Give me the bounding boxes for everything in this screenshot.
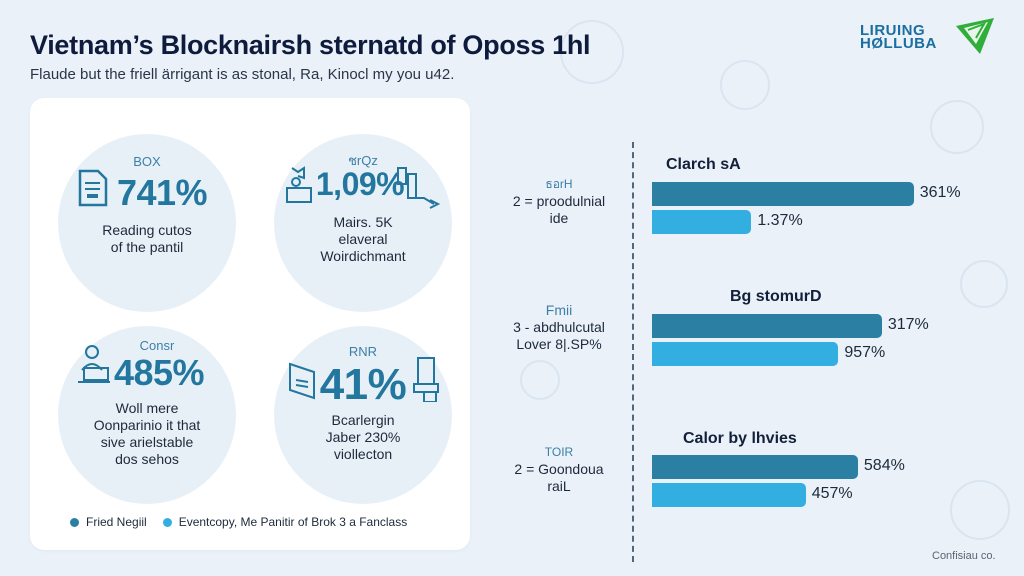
stat-description: Mairs. 5K elaveral Woirdichmant [274, 214, 452, 265]
row-label-line: 3 - abdhulcutal [513, 319, 605, 335]
bar-secondary [652, 210, 752, 234]
bar-value-label: 1.37% [757, 212, 803, 229]
row-tag: TOIR [544, 445, 574, 459]
stat-description-line: Reading cutos [102, 222, 192, 238]
arrow-chart-icon [397, 167, 441, 209]
logo-line-2: HØLLUBA [860, 35, 937, 52]
tray-chart-icon [286, 166, 312, 203]
bar-value-label: 457% [811, 485, 853, 502]
row-label: TOIR 2 = Goondoua raiL [488, 444, 630, 495]
stat-value: 41% [319, 360, 407, 409]
bar-primary [652, 455, 858, 479]
background-decoration [950, 480, 1010, 540]
row-label-line: 2 = Goondoua [514, 461, 604, 477]
stat-tag: BOX [133, 154, 161, 169]
document-icon [78, 169, 108, 207]
stat-description-line: Woll mere [115, 400, 179, 416]
legend-label: Eventcopy, Me Panitir of Brok 3 a Fancla… [178, 515, 408, 529]
bar-primary [652, 314, 882, 338]
stat-description-line: dos sehos [115, 451, 179, 467]
bar-value-label: 584% [863, 457, 905, 474]
footer-credit: Confisiau co. [932, 550, 996, 562]
stat-description: Reading cutos of the pantil [58, 222, 236, 256]
stat-tag: ชrQz [348, 153, 378, 168]
background-decoration [520, 360, 560, 400]
stat-description-line: Mairs. 5K [333, 214, 393, 230]
stat-card: RNR 41% Bcarlergin Jaber 230% viollecton [274, 326, 452, 504]
stat-description-line: elaveral [338, 231, 388, 247]
stat-value: 485% [113, 352, 205, 393]
bar-secondary [652, 342, 839, 366]
row-tag: Fmii [545, 302, 573, 318]
stat-description-line: Bcarlergin [331, 412, 395, 428]
row-tag: ธอrH [545, 177, 573, 191]
legend-swatch-primary [70, 517, 79, 527]
stat-description: Woll mere Oonparinio it that sive ariels… [58, 400, 236, 468]
row-label-line: raiL [547, 478, 571, 494]
row-label-line: ide [549, 210, 569, 226]
bar-value-label: 361% [919, 184, 961, 201]
logo-line-1: LIRUING [860, 22, 926, 39]
stat-description: Bcarlergin Jaber 230% viollecton [274, 412, 452, 463]
group-title: Calor by lhvies [683, 430, 797, 447]
stat-description-line: Jaber 230% [325, 429, 401, 445]
group-title: Bg stomurD [730, 288, 822, 305]
background-decoration [560, 20, 624, 84]
row-label: Fmii 3 - abdhulcutal Lover 8|.SP% [488, 302, 630, 353]
chart-divider [632, 142, 634, 562]
page-subtitle: Flaude but the friell ärrigant is as sto… [30, 66, 455, 83]
stat-tag: Consr [139, 338, 175, 353]
logo-text: LIRUING HØLLUBA [860, 22, 937, 52]
bar-value-label: 317% [887, 316, 929, 333]
bar-secondary [652, 483, 806, 507]
bar-value-label: 957% [844, 344, 886, 361]
stat-description-line: viollecton [333, 446, 393, 462]
stat-value: 1,09% [315, 166, 405, 202]
device-icon [413, 357, 439, 402]
stat-description-line: of the pantil [110, 239, 184, 255]
brand-logo[interactable]: LIRUING HØLLUBA [856, 16, 1006, 56]
stat-card: Consr 485% Woll mere Oonparinio it that … [58, 326, 236, 504]
stat-value: 741% [116, 172, 208, 213]
paper-plane-icon [956, 18, 994, 54]
stat-description-line: sive arielstable [100, 434, 194, 450]
row-label-line: Lover 8|.SP% [516, 336, 602, 352]
background-decoration [930, 100, 984, 154]
legend-swatch-secondary [162, 517, 172, 527]
background-decoration [960, 260, 1008, 308]
legend-item: Eventcopy, Me Panitir of Brok 3 a Fancla… [162, 515, 408, 529]
stat-description-line: Woirdichmant [320, 248, 406, 264]
stat-card: BOX 741% Reading cutos of the pantil [58, 134, 236, 312]
stat-description-line: Oonparinio it that [93, 417, 201, 433]
row-label: ธอrH 2 = proodulnial ide [488, 176, 630, 227]
stat-card: ชrQz 1,09% Mairs. 5K elaveral Woirdichma… [274, 134, 452, 312]
legend-item: Fried Negiil [70, 515, 147, 529]
group-title: Clarch sA [666, 156, 741, 173]
folder-icon [289, 362, 315, 400]
row-label-line: 2 = proodulnial [512, 193, 606, 209]
page-title: Vietnam’s Blocknairsh sternatd of Oposs … [30, 30, 591, 60]
background-decoration [720, 60, 770, 110]
legend-label: Fried Negiil [86, 515, 147, 529]
stat-tag: RNR [348, 344, 378, 359]
bar-primary [652, 182, 914, 206]
stats-panel: BOX 741% Reading cutos of the pantil ชrQ… [30, 98, 470, 550]
chart-legend: Fried Negiil Eventcopy, Me Panitir of Br… [70, 515, 407, 529]
person-laptop-icon [78, 345, 110, 383]
